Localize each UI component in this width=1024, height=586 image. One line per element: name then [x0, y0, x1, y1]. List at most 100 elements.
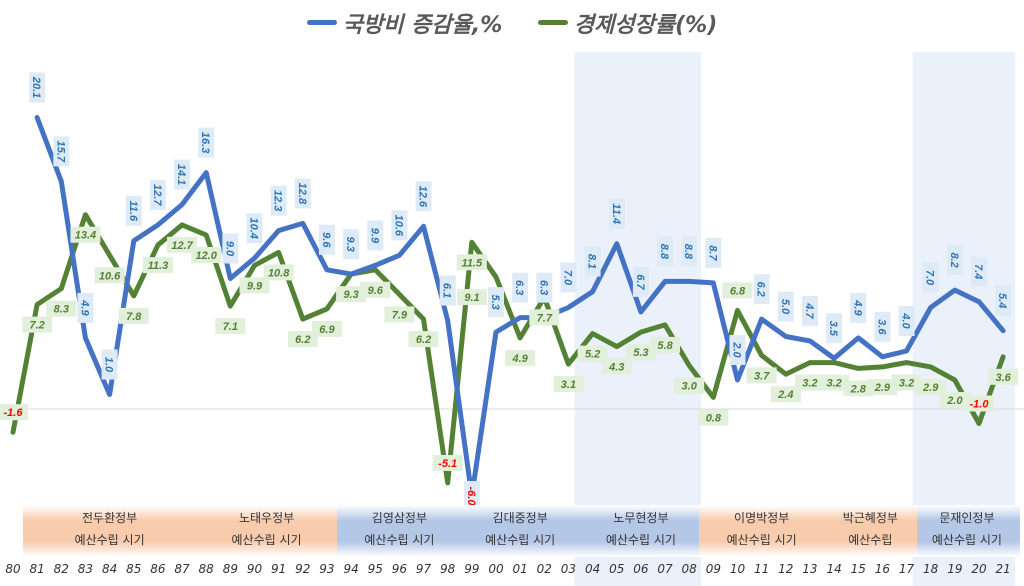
data-label-bg — [874, 311, 891, 342]
x-tick-label: 02 — [536, 562, 552, 576]
period-block — [337, 505, 702, 557]
data-label: 9.9 — [247, 280, 263, 292]
x-tick-label: 00 — [488, 562, 504, 576]
data-label-bg — [287, 331, 318, 348]
data-label: 4.7 — [803, 302, 815, 319]
data-label-bg — [770, 386, 801, 403]
period-sub: 예산수립 시기 — [231, 533, 302, 547]
x-tick-label: 95 — [367, 562, 383, 576]
data-label-bg — [29, 72, 46, 103]
data-label-bg — [922, 262, 939, 293]
legend-swatch-defense — [306, 20, 337, 25]
data-label-bg — [215, 318, 246, 335]
x-tick-label: 94 — [343, 562, 359, 576]
data-label-bg — [777, 291, 794, 322]
legend-item-defense: 국방비 증감율,% — [306, 7, 503, 39]
data-label-bg — [536, 272, 553, 303]
data-label: 8.8 — [682, 244, 694, 260]
data-label: 4.3 — [608, 362, 624, 374]
data-label-bg — [46, 300, 77, 317]
data-label: 10.6 — [392, 215, 404, 237]
data-label-bg — [318, 224, 335, 255]
data-label: -1.0 — [970, 399, 990, 411]
data-label: 3.6 — [996, 372, 1012, 384]
x-tick-label: 89 — [222, 562, 238, 576]
x-tick-label: 17 — [898, 562, 915, 576]
period-sub: 예산수립 시기 — [726, 533, 797, 547]
x-tick-label: 16 — [874, 562, 891, 576]
data-label: 9.6 — [368, 285, 384, 297]
data-label-bg — [432, 454, 463, 471]
data-label: 5.3 — [489, 295, 501, 310]
data-label: 3.5 — [827, 321, 839, 337]
period-name: 전두환정부 — [81, 511, 138, 525]
data-label: 6.3 — [537, 280, 549, 295]
x-tick-label: 91 — [271, 562, 287, 576]
data-label: 13.4 — [75, 230, 96, 242]
data-label: 2.4 — [777, 389, 793, 401]
x-tick-label: 90 — [246, 562, 263, 576]
data-label: 1.0 — [103, 357, 115, 373]
data-label: 8.8 — [658, 244, 670, 260]
x-tick-label: 01 — [512, 562, 528, 576]
data-label: 5.0 — [779, 299, 791, 315]
data-label: 9.9 — [368, 228, 380, 244]
data-label: 2.9 — [922, 382, 939, 394]
data-label-bg — [650, 336, 681, 353]
data-label-bg — [729, 335, 746, 365]
data-label-bg — [463, 481, 480, 511]
data-label-bg — [608, 198, 625, 229]
data-label-bg — [794, 374, 825, 391]
legend-label-gdp: 경제성장률(%) — [573, 12, 718, 38]
period-name: 노무현정부 — [613, 511, 669, 525]
period-name: 김영삼정부 — [371, 511, 427, 525]
x-tick-label: 98 — [440, 562, 456, 576]
x-tick-label: 04 — [584, 562, 601, 576]
data-label: 9.6 — [320, 232, 332, 248]
data-label-bg — [222, 233, 239, 264]
data-label: 7.9 — [392, 309, 408, 321]
x-tick-label: 99 — [464, 562, 480, 576]
data-label-bg — [294, 178, 311, 209]
period-sub: 예산수립 — [848, 533, 893, 547]
data-label: 5.3 — [633, 347, 648, 359]
data-label: 11.6 — [127, 201, 139, 222]
data-label-bg — [167, 236, 198, 253]
data-label: 11.4 — [610, 203, 622, 224]
data-label-bg — [367, 220, 384, 251]
data-label: 12.0 — [195, 250, 217, 262]
data-label-bg — [843, 380, 874, 397]
x-tick-label: 09 — [705, 562, 721, 576]
x-tick-label: 80 — [5, 562, 21, 576]
data-label-bg — [891, 374, 922, 391]
data-label-bg — [915, 378, 946, 395]
data-label-bg — [343, 229, 360, 260]
data-label-bg — [439, 275, 456, 306]
legend-label-defense: 국방비 증감율,% — [342, 12, 503, 38]
x-tick-label: 84 — [101, 562, 118, 576]
data-label: 6.2 — [295, 334, 310, 346]
period-sub: 예산수립 시기 — [74, 533, 145, 547]
data-label: 6.2 — [416, 334, 431, 346]
x-tick-label: 06 — [633, 562, 649, 576]
data-label-bg — [488, 287, 504, 318]
period-name: 김대중정부 — [492, 511, 548, 525]
period-sub: 예산수립 시기 — [931, 533, 1002, 547]
data-label: 11.5 — [462, 257, 483, 269]
data-label: 6.9 — [319, 324, 335, 336]
data-label: -1.6 — [4, 407, 24, 419]
data-label-bg — [22, 316, 53, 333]
period-text: 박근혜정부 예산수립 — [810, 507, 930, 551]
x-tick-label: 96 — [391, 562, 408, 576]
data-label-bg — [674, 377, 705, 394]
data-label-bg — [512, 272, 529, 303]
x-tick-label: 13 — [802, 562, 818, 576]
period-text: 이명박정부 예산수립 시기 — [702, 507, 822, 551]
data-label-bg — [505, 349, 536, 366]
data-label: 7.1 — [223, 321, 238, 333]
data-label-bg — [850, 292, 867, 323]
x-tick-label: 21 — [995, 562, 1011, 576]
data-label: 12.6 — [417, 186, 429, 208]
data-label-bg — [746, 367, 777, 384]
x-tick-label: 87 — [174, 562, 190, 576]
